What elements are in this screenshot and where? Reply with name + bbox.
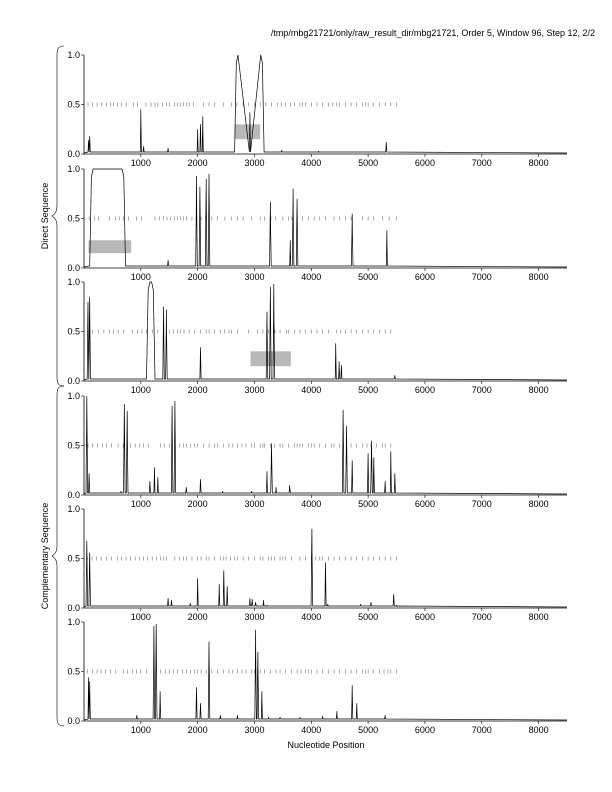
y-tick-label: 0.0 — [67, 263, 80, 273]
x-tick-label: 8000 — [529, 725, 549, 735]
x-tick-label: 4000 — [301, 385, 321, 395]
orf-tick-marks — [87, 669, 397, 674]
figure-header-title: /tmp/mbg21721/only/raw_result_dir/mbg217… — [271, 28, 595, 38]
x-axis-title: Nucleotide Position — [287, 740, 364, 750]
y-tick-label: 0.0 — [67, 376, 80, 386]
x-tick-label: 5000 — [358, 385, 378, 395]
x-tick-label: 6000 — [415, 385, 435, 395]
x-tick-label: 1000 — [131, 612, 151, 622]
y-tick-label: 0.5 — [67, 214, 80, 224]
frame-panel-4: 0.0 0.5 1.0 1000 2000 3000 4000 5000 6000 7000 800… — [67, 391, 568, 509]
x-tick-label: 7000 — [472, 158, 492, 168]
y-tick-label: 0.5 — [67, 441, 80, 451]
x-tick-label: 2000 — [188, 272, 208, 282]
direct-group-brace — [51, 45, 65, 387]
y-tick-label: 0.0 — [67, 149, 80, 159]
x-tick-label: 6000 — [415, 272, 435, 282]
frame-panel-1: 0.0 0.5 1.0 1000 2000 3000 4000 5000 6000 7000 800… — [67, 50, 568, 168]
orf-tick-marks — [87, 556, 397, 561]
x-tick-label: 3000 — [244, 725, 264, 735]
x-tick-label: 5000 — [358, 272, 378, 282]
x-tick-label: 7000 — [472, 272, 492, 282]
x-tick-label: 4000 — [301, 612, 321, 622]
coding-probability-line — [83, 528, 568, 608]
x-tick-label: 8000 — [529, 612, 549, 622]
x-tick-label: 2000 — [188, 499, 208, 509]
frame-panels: 0.0 0.5 1.0 1000 2000 3000 4000 5000 6000 7000 800… — [67, 50, 568, 735]
y-tick-label: 0.5 — [67, 667, 80, 677]
x-tick-label: 3000 — [244, 612, 264, 622]
x-tick-label: 6000 — [415, 612, 435, 622]
x-tick-label: 3000 — [244, 499, 264, 509]
coding-probability-line — [83, 54, 568, 154]
x-tick-label: 1000 — [131, 725, 151, 735]
y-tick-label: 1.0 — [67, 617, 80, 627]
x-tick-label: 8000 — [529, 272, 549, 282]
x-tick-label: 6000 — [415, 158, 435, 168]
x-tick-label: 8000 — [529, 385, 549, 395]
orf-tick-marks — [92, 329, 392, 334]
y-tick-label: 1.0 — [67, 164, 80, 174]
x-tick-label: 2000 — [188, 725, 208, 735]
x-tick-label: 5000 — [358, 499, 378, 509]
gene-region-box — [88, 240, 132, 254]
y-tick-label: 1.0 — [67, 277, 80, 287]
y-tick-label: 0.5 — [67, 100, 80, 110]
y-tick-label: 0.0 — [67, 603, 80, 613]
complementary-sequence-label: Complementary Sequence — [40, 503, 50, 610]
x-tick-label: 1000 — [131, 499, 151, 509]
x-tick-label: 2000 — [188, 158, 208, 168]
x-tick-label: 5000 — [358, 158, 378, 168]
x-tick-label: 6000 — [415, 725, 435, 735]
x-tick-label: 7000 — [472, 612, 492, 622]
x-tick-label: 4000 — [301, 158, 321, 168]
frame-panel-5: 0.0 0.5 1.0 1000 2000 3000 4000 5000 6000 7000 800… — [67, 504, 568, 622]
x-tick-label: 8000 — [529, 158, 549, 168]
coding-probability-line — [83, 623, 568, 721]
x-tick-label: 6000 — [415, 499, 435, 509]
x-tick-label: 2000 — [188, 612, 208, 622]
x-tick-label: 4000 — [301, 499, 321, 509]
frame-panel-2: 0.0 0.5 1.0 1000 2000 3000 4000 5000 6000 7000 800… — [67, 164, 568, 282]
x-tick-label: 1000 — [131, 385, 151, 395]
x-tick-label: 3000 — [244, 158, 264, 168]
y-tick-label: 0.0 — [67, 490, 80, 500]
x-tick-label: 3000 — [244, 385, 264, 395]
orf-tick-marks — [88, 216, 397, 221]
frame-panel-3: 0.0 0.5 1.0 1000 2000 3000 4000 5000 6000 7000 800… — [67, 277, 568, 395]
coding-probability-line — [83, 395, 568, 495]
frame-panel-6: 0.0 0.5 1.0 1000 2000 3000 4000 5000 6000 7000 800… — [67, 617, 568, 735]
x-tick-label: 5000 — [358, 725, 378, 735]
x-tick-label: 4000 — [301, 725, 321, 735]
coding-probability-line — [83, 168, 568, 268]
y-tick-label: 1.0 — [67, 391, 80, 401]
x-tick-label: 2000 — [188, 385, 208, 395]
coding-probability-line — [83, 281, 568, 381]
x-tick-label: 5000 — [358, 612, 378, 622]
y-tick-label: 0.5 — [67, 554, 80, 564]
x-tick-label: 3000 — [244, 272, 264, 282]
x-tick-label: 1000 — [131, 158, 151, 168]
x-tick-label: 4000 — [301, 272, 321, 282]
x-tick-label: 1000 — [131, 272, 151, 282]
x-tick-label: 8000 — [529, 499, 549, 509]
x-tick-label: 7000 — [472, 385, 492, 395]
y-tick-label: 0.0 — [67, 716, 80, 726]
y-tick-label: 1.0 — [67, 50, 80, 60]
orf-tick-marks — [87, 443, 392, 448]
y-tick-label: 0.5 — [67, 327, 80, 337]
direct-sequence-label: Direct Sequence — [40, 183, 50, 250]
orf-tick-marks — [87, 102, 397, 107]
complementary-group-brace — [51, 385, 65, 727]
x-tick-label: 7000 — [472, 499, 492, 509]
x-tick-label: 7000 — [472, 725, 492, 735]
y-tick-label: 1.0 — [67, 504, 80, 514]
